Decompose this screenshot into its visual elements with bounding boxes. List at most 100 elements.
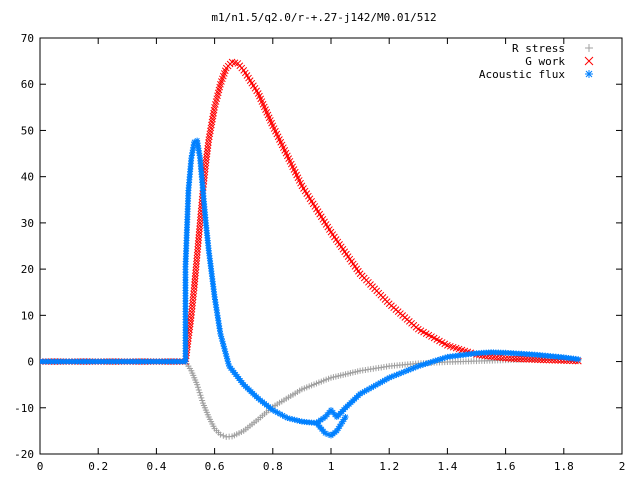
data-point (400, 368, 407, 375)
data-point (342, 414, 349, 421)
legend-label: G work (525, 55, 565, 68)
axis-ticks: 0 0.2 0.4 0.6 0.8 1 1.2 1.4 1.6 1.8 2 -20 -10 0 10 20 30… (14, 32, 625, 473)
data-point (575, 356, 582, 363)
data-point (194, 240, 202, 247)
y-tick-label: 0 (27, 356, 34, 369)
data-point (357, 390, 364, 397)
data-point (294, 417, 301, 424)
data-point (322, 430, 329, 437)
data-point (220, 340, 227, 347)
data-point (279, 412, 286, 419)
data-point (388, 373, 395, 380)
data-point (192, 263, 200, 271)
data-point (224, 358, 231, 365)
data-point (289, 416, 296, 423)
data-point (191, 281, 198, 289)
y-tick-label: 30 (21, 217, 34, 230)
data-point (269, 407, 276, 414)
data-point (191, 139, 198, 145)
data-point (220, 343, 227, 350)
data-point (508, 355, 515, 362)
data-point (522, 355, 530, 363)
data-point (339, 418, 346, 425)
data-point (531, 356, 539, 364)
data-point (203, 147, 211, 155)
data-point (439, 355, 446, 362)
data-point (221, 345, 228, 352)
data-point (202, 156, 210, 164)
data-point (584, 56, 594, 66)
data-point (187, 317, 194, 325)
data-point (393, 371, 400, 378)
data-point (502, 354, 509, 362)
data-point (429, 358, 436, 365)
data-point (403, 367, 410, 374)
data-point (205, 139, 212, 146)
x-tick-label: 1.2 (379, 460, 399, 473)
data-point (198, 394, 205, 401)
x-tick-label: 1.4 (437, 460, 457, 473)
data-point (218, 333, 225, 340)
x-tick-label: 1.6 (496, 460, 516, 473)
data-point (203, 150, 211, 158)
data-point (296, 418, 303, 425)
data-point (417, 362, 424, 369)
data-point (420, 361, 427, 368)
data-point (191, 278, 199, 286)
y-tick-label: 50 (21, 124, 34, 137)
x-tick-label: 0.2 (88, 460, 108, 473)
data-point (192, 260, 200, 268)
data-point (187, 314, 195, 322)
data-point (408, 366, 415, 373)
data-point (197, 392, 204, 399)
data-point (224, 355, 231, 362)
data-point (225, 360, 232, 367)
data-point (217, 330, 224, 337)
data-point (496, 354, 504, 361)
data-point (193, 251, 201, 259)
data-point (427, 359, 434, 366)
data-point (218, 335, 225, 342)
data-point (325, 431, 332, 438)
data-point (391, 372, 398, 379)
plot-frame (39, 37, 623, 455)
data-point (192, 269, 199, 277)
data-point (333, 427, 340, 434)
data-point (194, 246, 202, 253)
data-series (40, 58, 582, 440)
data-point (516, 355, 524, 363)
data-point (585, 44, 593, 52)
data-point (510, 355, 518, 363)
data-point (199, 397, 206, 404)
data-point (222, 348, 229, 355)
x-tick-label: 0 (37, 460, 44, 473)
data-point (383, 375, 390, 382)
data-point (223, 353, 230, 360)
data-point (398, 369, 405, 376)
data-point (372, 382, 379, 389)
data-point (405, 367, 412, 374)
data-point (196, 222, 204, 230)
data-point (410, 365, 417, 372)
data-point (434, 357, 441, 364)
y-tick-label: -20 (14, 448, 34, 461)
x-tick-label: 0.6 (205, 460, 225, 473)
x-tick-label: 1 (328, 460, 335, 473)
series-r-stress (40, 356, 582, 440)
x-tick-label: 1.8 (554, 460, 574, 473)
x-tick-label: 2 (619, 460, 626, 473)
y-tick-label: 60 (21, 78, 34, 91)
data-point (219, 338, 226, 345)
data-point (195, 234, 203, 241)
series-g-work (40, 58, 582, 365)
data-point (194, 381, 201, 388)
data-point (217, 431, 224, 438)
data-point (338, 420, 345, 427)
data-point (190, 284, 198, 291)
data-point (272, 408, 279, 415)
data-point (193, 254, 201, 262)
data-point (366, 385, 373, 392)
chart-title: m1/n1.5/q2.0/r-+.27-j142/M0.01/512 (211, 11, 436, 24)
data-point (341, 416, 348, 423)
